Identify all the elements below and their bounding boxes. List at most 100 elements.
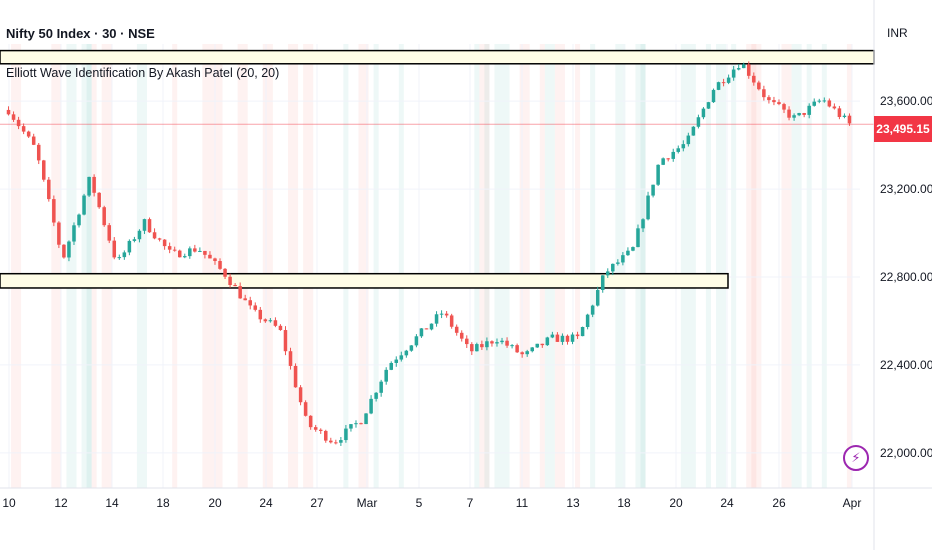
highlight-band	[846, 44, 852, 488]
candle-body	[42, 160, 46, 180]
candle-body	[31, 136, 36, 145]
candle-body	[167, 246, 172, 250]
y-tick-label: 22,800.00	[880, 270, 932, 284]
candle-body	[782, 104, 786, 110]
highlight-band	[398, 44, 404, 488]
x-tick-label: 11	[516, 496, 529, 510]
highlight-band	[373, 44, 379, 488]
candle-body	[162, 239, 167, 247]
x-tick-label: 10	[2, 496, 16, 510]
candle-body	[82, 195, 86, 215]
candle-body	[812, 101, 816, 106]
candle-body	[631, 247, 635, 251]
candle-body	[747, 64, 751, 76]
candle-body	[535, 343, 540, 348]
currency-label[interactable]: INR	[887, 26, 908, 40]
candle-body	[47, 179, 51, 200]
candle-body	[490, 341, 494, 344]
candle-body	[787, 109, 791, 118]
highlight-band	[806, 44, 812, 488]
candle-body	[57, 222, 61, 245]
candle-body	[480, 344, 484, 348]
candle-body	[419, 328, 424, 337]
highlight-band	[716, 44, 727, 488]
candle-body	[183, 256, 187, 258]
highlight-band	[539, 44, 545, 488]
candle-body	[772, 100, 776, 103]
x-tick-label: 5	[416, 496, 423, 510]
highlight-band	[796, 44, 802, 488]
candle-body	[92, 176, 96, 193]
x-tick-label: 26	[772, 496, 786, 510]
highlight-bands	[11, 44, 852, 488]
highlight-band	[11, 44, 17, 488]
highlight-band	[262, 44, 273, 488]
x-tick-label: 27	[310, 496, 324, 510]
candle-body	[495, 342, 499, 344]
candle-body	[132, 239, 137, 241]
highlight-band	[685, 44, 696, 488]
candle-body	[122, 252, 127, 258]
candles	[6, 61, 852, 446]
candle-body	[595, 290, 600, 306]
indicator-label[interactable]: Elliott Wave Identification By Akash Pat…	[6, 66, 280, 80]
highlight-band	[680, 44, 686, 488]
candle-body	[283, 330, 288, 352]
candle-body	[530, 347, 534, 352]
highlight-band	[343, 44, 349, 488]
candle-body	[701, 108, 706, 118]
highlight-band	[202, 44, 213, 488]
upper-zone-box	[0, 49, 875, 65]
candle-body	[359, 423, 363, 425]
candle-body	[399, 355, 404, 360]
highlight-band	[16, 44, 22, 488]
highlight-band	[484, 44, 490, 488]
candle-body	[500, 340, 504, 343]
highlight-band	[237, 44, 248, 488]
candle-body	[570, 334, 575, 342]
highlight-band	[615, 44, 626, 488]
candle-body	[545, 337, 550, 346]
candle-body	[6, 109, 11, 115]
candle-body	[837, 108, 842, 118]
candle-body	[802, 112, 806, 115]
candle-body	[117, 257, 122, 259]
candle-body	[424, 328, 429, 330]
candle-body	[298, 387, 303, 403]
candle-body	[580, 327, 585, 337]
candle-body	[459, 332, 464, 339]
y-tick-label: 23,200.00	[880, 182, 932, 196]
candle-body	[575, 334, 580, 337]
candle-body	[681, 144, 686, 149]
candle-body	[248, 300, 252, 306]
candle-body	[308, 415, 313, 428]
candle-body	[731, 69, 736, 78]
x-tick-label: 14	[105, 496, 119, 510]
x-tick-label: 20	[669, 496, 683, 510]
candle-body	[67, 241, 71, 258]
candle-body	[379, 381, 383, 393]
candle-body	[52, 199, 56, 223]
lightning-bolt-icon[interactable]: ⚡	[843, 445, 869, 471]
candle-body	[646, 195, 650, 220]
highlight-band	[288, 44, 299, 488]
candle-body	[198, 250, 202, 252]
candle-body	[832, 106, 837, 109]
candle-body	[590, 305, 595, 315]
candle-body	[127, 240, 132, 253]
candle-body	[716, 82, 721, 90]
candle-body	[465, 338, 469, 345]
symbol-title[interactable]: Nifty 50 Index · 30 · NSE	[6, 26, 155, 41]
candle-body	[726, 77, 731, 83]
x-tick-label: 7	[467, 496, 474, 510]
x-tick-label: Mar	[357, 496, 378, 510]
highlight-band	[56, 44, 62, 488]
candle-body	[540, 343, 545, 346]
lower-zone-box	[0, 272, 729, 289]
candle-body	[671, 151, 675, 159]
candle-body	[374, 392, 378, 399]
x-tick-label: 18	[617, 496, 631, 510]
candle-body	[565, 335, 570, 342]
